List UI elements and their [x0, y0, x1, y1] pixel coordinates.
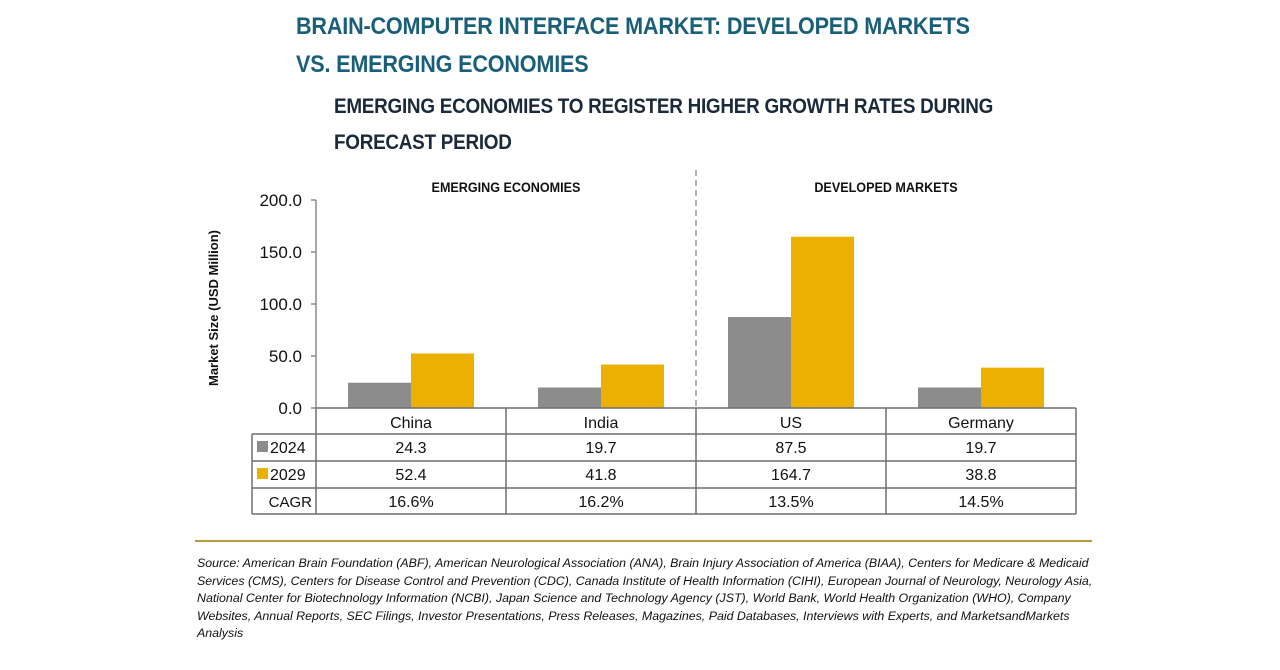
cagr-value: 14.5% — [958, 494, 1003, 511]
chart-title-line-1: BRAIN-COMPUTER INTERFACE MARKET: DEVELOP… — [296, 13, 970, 40]
source-divider — [195, 540, 1092, 542]
legend-label: 2029 — [270, 467, 306, 484]
y-tick-label: 150.0 — [259, 243, 302, 262]
y-axis-label: Market Size (USD Million) — [206, 230, 221, 386]
group-labels: EMERGING ECONOMIES DEVELOPED MARKETS — [432, 170, 958, 408]
bar-2029-germany — [981, 367, 1044, 408]
cagr-label: CAGR — [269, 494, 313, 511]
bar-2024-us — [728, 317, 791, 408]
y-tick-label: 100.0 — [259, 295, 302, 314]
data-label: 38.8 — [965, 467, 996, 484]
legend-label: 2024 — [270, 440, 306, 457]
data-label: 19.7 — [965, 440, 996, 457]
bar-2029-us — [791, 236, 854, 408]
group-label-emerging: EMERGING ECONOMIES — [432, 179, 581, 195]
y-tick-label: 50.0 — [269, 347, 302, 366]
cagr-value: 13.5% — [768, 494, 813, 511]
bar-chart: Market Size (USD Million) 0.0 50.0 100.0 15… — [206, 170, 1077, 515]
chart-title-line-2: VS. EMERGING ECONOMIES — [296, 51, 589, 78]
bar-2024-germany — [918, 387, 981, 408]
cagr-value: 16.6% — [388, 494, 433, 511]
data-label: 52.4 — [395, 467, 426, 484]
data-label: 19.7 — [585, 440, 616, 457]
chart-title: BRAIN-COMPUTER INTERFACE MARKET: DEVELOP… — [296, 8, 1016, 84]
cagr-value: 16.2% — [578, 494, 623, 511]
y-tick-label: 0.0 — [278, 399, 302, 418]
bar-2024-china — [348, 382, 411, 408]
data-label: 87.5 — [775, 440, 806, 457]
group-label-developed: DEVELOPED MARKETS — [814, 179, 957, 195]
chart-subtitle: EMERGING ECONOMIES TO REGISTER HIGHER GR… — [334, 89, 1018, 161]
chart-subtitle-line-1: EMERGING ECONOMIES TO REGISTER HIGHER GR… — [334, 95, 994, 118]
legend-swatch-2029 — [257, 468, 268, 479]
data-label: 41.8 — [585, 467, 616, 484]
x-tick-label: India — [584, 415, 619, 432]
chart-subtitle-line-2: FORECAST PERIOD — [334, 131, 512, 154]
bars — [348, 236, 1044, 408]
data-label: 164.7 — [771, 467, 811, 484]
data-table: China India US Germany 2024 24.3 19.7 87.5 19.7 2… — [251, 407, 1077, 515]
bar-2029-china — [411, 353, 474, 408]
y-tick-label: 200.0 — [259, 191, 302, 210]
bar-2024-india — [538, 387, 601, 408]
source-note: Source: American Brain Foundation (ABF),… — [197, 556, 1093, 641]
data-label: 24.3 — [395, 440, 426, 457]
x-tick-label: China — [390, 415, 432, 432]
x-tick-label: Germany — [948, 415, 1014, 432]
bar-2029-india — [601, 364, 664, 408]
y-axis: 0.0 50.0 100.0 150.0 200.0 — [259, 191, 317, 418]
legend-swatch-2024 — [257, 441, 268, 452]
x-tick-label: US — [780, 415, 802, 432]
